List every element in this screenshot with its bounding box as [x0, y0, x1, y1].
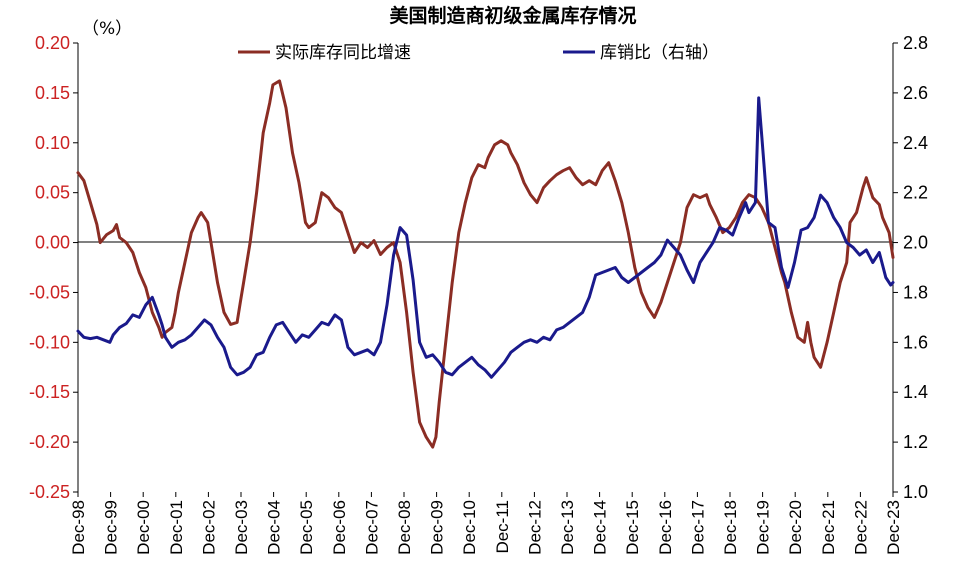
series-line-yoy	[76, 79, 895, 449]
left-tick-label: -0.10	[29, 332, 70, 352]
left-tick-label: -0.20	[29, 432, 70, 452]
x-tick-label: Dec-98	[69, 500, 88, 555]
left-tick-label: -0.25	[29, 482, 70, 502]
x-tick-label: Dec-16	[656, 500, 675, 555]
x-tick-label: Dec-22	[851, 500, 870, 555]
x-tick-label: Dec-00	[134, 500, 153, 555]
left-tick-label: -0.05	[29, 282, 70, 302]
left-tick-label: 0.10	[35, 133, 70, 153]
x-tick-label: Dec-08	[395, 500, 414, 555]
right-tick-label: 1.6	[903, 332, 928, 352]
right-tick-label: 1.0	[903, 482, 928, 502]
x-axis-ticks: Dec-98 Dec-99 Dec-00 Dec-01 Dec-02 Dec-03 Dec-…	[69, 492, 903, 555]
x-tick-label: Dec-15	[623, 500, 642, 555]
left-tick-label: 0.15	[35, 83, 70, 103]
right-tick-label: 2.4	[903, 133, 928, 153]
left-tick-label: -0.15	[29, 382, 70, 402]
x-tick-label: Dec-01	[167, 500, 186, 555]
right-tick-label: 2.8	[903, 33, 928, 53]
x-tick-label: Dec-18	[721, 500, 740, 555]
left-tick-label: 0.00	[35, 233, 70, 253]
x-tick-label: Dec-23	[884, 500, 903, 555]
right-tick-label: 2.0	[903, 233, 928, 253]
x-tick-label: Dec-14	[591, 500, 610, 555]
right-tick-label: 2.2	[903, 183, 928, 203]
right-tick-label: 1.4	[903, 382, 928, 402]
legend-yoy-label: 实际库存同比增速	[275, 43, 411, 63]
x-tick-label: Dec-21	[819, 500, 838, 555]
x-tick-label: Dec-20	[786, 500, 805, 555]
series-line-ratio	[76, 96, 895, 379]
x-tick-label: Dec-03	[232, 500, 251, 555]
x-tick-label: Dec-02	[199, 500, 218, 555]
x-tick-label: Dec-06	[330, 500, 349, 555]
right-tick-label: 1.8	[903, 282, 928, 302]
left-tick-label: 0.20	[35, 33, 70, 53]
x-tick-label: Dec-04	[265, 500, 284, 555]
chart-title: 美国制造商初级金属库存情况	[389, 4, 636, 27]
right-axis-ticks: 2.8 2.6 2.4 2.2 2.0 1.8 1.6 1.4 1.2 1.0	[893, 33, 928, 502]
legend-ratio-label: 库销比（右轴）	[600, 43, 719, 63]
left-axis-ticks: 0.20 0.15 0.10 0.05 0.00 -0.05 -0.10 -0.15 -0.20…	[29, 33, 78, 502]
x-tick-label: Dec-99	[102, 500, 121, 555]
x-tick-label: Dec-05	[297, 500, 316, 555]
axes	[77, 43, 894, 492]
series-layer	[76, 79, 895, 449]
x-tick-label: Dec-10	[460, 500, 479, 555]
legend: 实际库存同比增速 库销比（右轴）	[238, 43, 719, 63]
right-tick-label: 1.2	[903, 432, 928, 452]
x-tick-label: Dec-11	[493, 500, 512, 554]
x-tick-label: Dec-07	[362, 500, 381, 555]
x-tick-label: Dec-12	[525, 500, 544, 555]
left-tick-label: 0.05	[35, 183, 70, 203]
right-tick-label: 2.6	[903, 83, 928, 103]
left-unit-label: （%）	[82, 19, 132, 39]
x-tick-label: Dec-13	[558, 500, 577, 555]
x-tick-label: Dec-09	[428, 500, 447, 555]
x-tick-label: Dec-19	[754, 500, 773, 555]
x-tick-label: Dec-17	[688, 500, 707, 555]
